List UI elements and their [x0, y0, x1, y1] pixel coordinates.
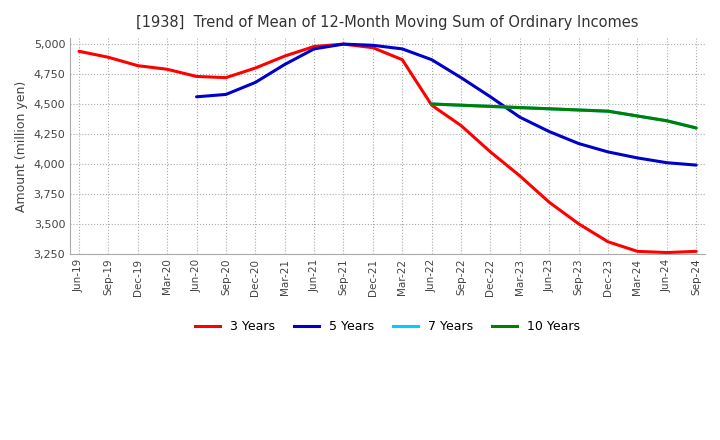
10 Years — [516, 105, 524, 110]
5 Years — [280, 62, 289, 67]
5 Years — [310, 46, 318, 51]
10 Years — [662, 118, 671, 123]
3 Years — [369, 45, 377, 50]
7 Years — [545, 106, 554, 111]
5 Years — [603, 149, 612, 154]
Line: 3 Years: 3 Years — [79, 44, 696, 253]
3 Years — [545, 200, 554, 205]
5 Years — [222, 92, 230, 97]
3 Years — [575, 221, 583, 227]
3 Years — [603, 239, 612, 244]
7 Years — [603, 109, 612, 114]
5 Years — [192, 94, 201, 99]
7 Years — [456, 103, 465, 108]
3 Years — [398, 57, 407, 62]
3 Years — [133, 63, 142, 68]
Line: 5 Years: 5 Years — [197, 44, 696, 165]
5 Years — [662, 160, 671, 165]
3 Years — [310, 44, 318, 49]
Title: [1938]  Trend of Mean of 12-Month Moving Sum of Ordinary Incomes: [1938] Trend of Mean of 12-Month Moving … — [136, 15, 639, 30]
7 Years — [516, 105, 524, 110]
10 Years — [456, 103, 465, 108]
3 Years — [456, 123, 465, 128]
5 Years — [339, 41, 348, 47]
5 Years — [428, 57, 436, 62]
5 Years — [575, 141, 583, 146]
3 Years — [251, 66, 260, 71]
Line: 10 Years: 10 Years — [432, 104, 696, 128]
10 Years — [692, 125, 701, 131]
10 Years — [575, 107, 583, 113]
10 Years — [486, 104, 495, 109]
3 Years — [222, 75, 230, 80]
7 Years — [692, 125, 701, 131]
5 Years — [486, 94, 495, 99]
3 Years — [75, 49, 84, 54]
3 Years — [280, 53, 289, 59]
7 Years — [662, 118, 671, 123]
3 Years — [662, 250, 671, 255]
5 Years — [545, 129, 554, 134]
7 Years — [633, 114, 642, 119]
3 Years — [163, 66, 171, 72]
7 Years — [428, 101, 436, 106]
3 Years — [692, 249, 701, 254]
5 Years — [369, 43, 377, 48]
5 Years — [692, 162, 701, 168]
5 Years — [251, 80, 260, 85]
5 Years — [398, 46, 407, 51]
10 Years — [633, 114, 642, 119]
3 Years — [486, 149, 495, 154]
5 Years — [456, 75, 465, 80]
Y-axis label: Amount (million yen): Amount (million yen) — [15, 81, 28, 212]
3 Years — [516, 173, 524, 179]
7 Years — [486, 104, 495, 109]
3 Years — [339, 41, 348, 47]
Legend: 3 Years, 5 Years, 7 Years, 10 Years: 3 Years, 5 Years, 7 Years, 10 Years — [190, 315, 585, 338]
7 Years — [575, 107, 583, 113]
3 Years — [633, 249, 642, 254]
5 Years — [516, 114, 524, 120]
10 Years — [545, 106, 554, 111]
10 Years — [603, 109, 612, 114]
Line: 7 Years: 7 Years — [432, 104, 696, 128]
3 Years — [428, 103, 436, 108]
10 Years — [428, 101, 436, 106]
3 Years — [192, 74, 201, 79]
5 Years — [633, 155, 642, 161]
3 Years — [104, 55, 113, 60]
